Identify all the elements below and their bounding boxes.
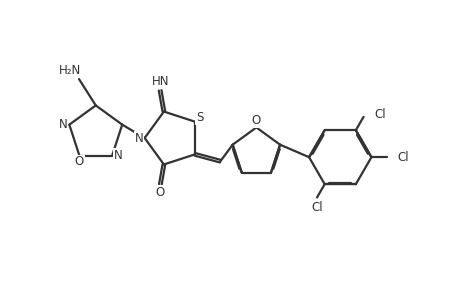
Text: N: N (114, 149, 123, 162)
Text: O: O (75, 155, 84, 168)
Text: O: O (251, 114, 260, 127)
Text: Cl: Cl (311, 200, 322, 214)
Text: H₂N: H₂N (59, 64, 81, 77)
Text: HN: HN (151, 75, 168, 88)
Text: N: N (134, 131, 143, 145)
Text: N: N (59, 118, 67, 131)
Text: O: O (156, 186, 165, 200)
Text: S: S (196, 111, 203, 124)
Text: Cl: Cl (397, 151, 408, 164)
Text: Cl: Cl (373, 107, 385, 121)
